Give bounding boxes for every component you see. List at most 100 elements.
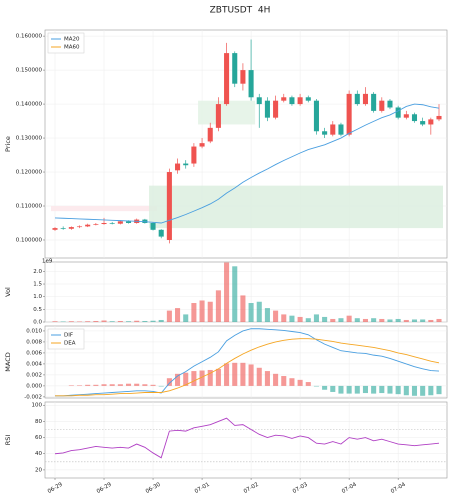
y-axis-label: MACD (4, 352, 12, 371)
y-tick-label: 0.5 (33, 307, 42, 313)
candle-body (403, 114, 409, 118)
candle-body (52, 228, 58, 230)
macd-bar (330, 385, 336, 392)
macd-bar (322, 385, 328, 390)
macd-bar (362, 385, 369, 394)
candle-body (362, 93, 369, 105)
y-tick-label: 1.5 (33, 282, 42, 288)
candle-body (346, 93, 352, 135)
volume-bar (354, 318, 360, 322)
legend-label: MA60 (64, 45, 80, 51)
legend-label: MA20 (64, 37, 80, 43)
volume-bar (134, 320, 140, 322)
volume-bar (101, 320, 107, 322)
y-tick-label: 100 (32, 403, 43, 409)
candle-body (322, 131, 328, 135)
x-tick-label: 06-29 (47, 482, 64, 495)
volume-bar (183, 314, 189, 322)
macd-bar (281, 376, 287, 386)
macd-bar (158, 385, 164, 387)
panel-frame (44, 261, 448, 323)
macd-line (55, 328, 440, 397)
macd-line (55, 338, 440, 397)
candle-body (60, 228, 66, 229)
volume-bar (322, 316, 328, 322)
y-tick-label: 60 (35, 435, 42, 441)
volume-bar (428, 319, 434, 322)
candle-body (150, 223, 156, 230)
macd-bar (305, 382, 311, 386)
y-tick-label: 0.010 (26, 328, 42, 334)
y-tick-label: 0.006 (26, 350, 42, 356)
legend-box (47, 328, 85, 350)
candle-body (330, 124, 336, 135)
volume-bar (191, 303, 197, 322)
macd-bar (166, 378, 172, 386)
volume-bar (330, 318, 336, 322)
candle-body (338, 124, 344, 135)
y-axis-label: Vol (4, 287, 12, 297)
volume-bar (68, 321, 74, 322)
macd-bar (215, 368, 221, 386)
volume-bar (371, 318, 377, 322)
y-tick-label: 0.008 (26, 339, 42, 345)
volume-bar (436, 318, 442, 322)
macd-bar (289, 378, 295, 386)
macd-bar (411, 385, 418, 396)
y-tick-label: 40 (35, 451, 42, 457)
volume-bar (387, 319, 393, 322)
candle-body (289, 97, 295, 105)
macd-bar (313, 385, 319, 387)
y-axis-label: RSI (4, 435, 12, 446)
macd-bar (93, 384, 99, 386)
candle-body (379, 100, 385, 111)
macd-bar (395, 385, 401, 395)
volume-bar (166, 310, 172, 322)
volume-bar (240, 295, 246, 322)
y-tick-label: 0.140000 (16, 102, 43, 108)
rsi-line (54, 417, 440, 459)
candle-body (232, 53, 238, 84)
y-tick-label: 20 (35, 467, 42, 473)
y-tick-label: 0.110000 (16, 204, 43, 210)
macd-bar (68, 385, 74, 386)
candle-body (281, 97, 287, 101)
x-tick-label: 06-30 (145, 482, 162, 495)
candle-body (93, 224, 99, 225)
volume-bar (150, 320, 156, 322)
volume-bar (379, 318, 385, 322)
macd-bar (125, 383, 132, 386)
x-tick-label: 07-04 (341, 482, 358, 495)
macd-bar (109, 384, 115, 386)
volume-bar (215, 290, 221, 322)
y-tick-label: 80 (35, 419, 42, 425)
zone (198, 100, 256, 125)
macd-bar (76, 385, 83, 386)
macd-bar (403, 385, 409, 396)
y-tick-label: 0.150000 (16, 68, 43, 74)
candle-body (248, 70, 254, 98)
macd-bar (354, 385, 360, 394)
macd-bar (264, 371, 270, 386)
volume-bar (403, 319, 409, 322)
volume-bar (158, 319, 164, 322)
candle-body (420, 121, 426, 125)
candle-body (297, 97, 303, 105)
x-tick-label: 06-29 (96, 482, 113, 495)
macd-bar (142, 384, 148, 386)
macd-bar (297, 379, 303, 386)
candle-body (166, 172, 172, 240)
candle-body (207, 127, 213, 142)
legend-box (47, 32, 85, 54)
macd-bar (183, 372, 189, 386)
candle-body (175, 163, 181, 171)
volume-bar (273, 310, 279, 322)
candle-body (371, 93, 377, 111)
macd-bar (224, 363, 230, 386)
x-tick-label: 07-03 (292, 482, 309, 495)
volume-bar (264, 308, 270, 322)
candle-body (411, 114, 418, 122)
candle-body (183, 163, 189, 166)
candle-body (85, 224, 91, 227)
y-tick-label: 0.002 (26, 372, 42, 378)
